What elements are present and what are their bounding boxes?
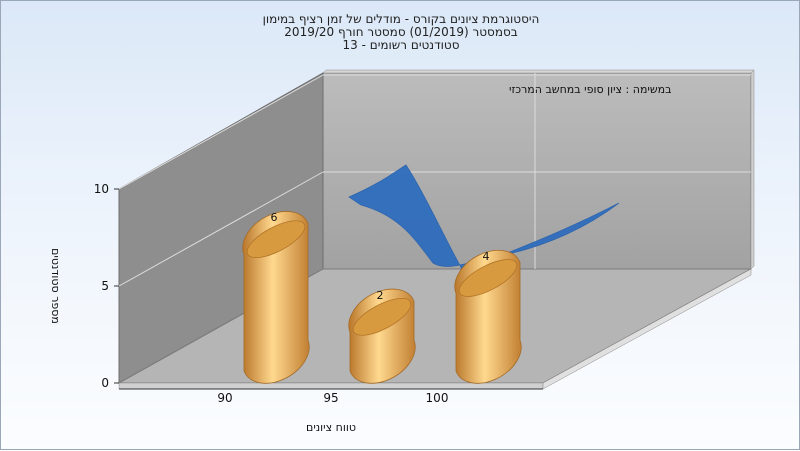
bar-data-label: 6 — [271, 211, 278, 224]
gridline-side — [118, 74, 324, 190]
y-tick-label: 5 — [101, 279, 109, 293]
chart-annotation: במשימה : ציון סופי במחשב המרכזי — [509, 83, 672, 96]
x-tick-label: 90 — [217, 391, 232, 405]
bar-top — [458, 259, 518, 297]
back-wall-top-edge — [322, 69, 755, 74]
trend-curve — [348, 164, 620, 272]
x-axis-ticks: 90 95 100 — [119, 388, 543, 405]
bar-90: 6 — [242, 211, 310, 384]
chart-title-line-2: בסמסטר (01/2019) סמסטר חורף 2019/20 — [284, 25, 518, 39]
floor-right-edge — [542, 268, 752, 390]
chart-title-line-3: סטודנטים רשומים - 13 — [342, 38, 460, 52]
x-axis-label: טווח ציונים — [306, 421, 356, 434]
bar-top — [246, 220, 306, 259]
y-tick-label: 10 — [94, 182, 109, 196]
back-wall — [322, 72, 752, 270]
back-wall-right-edge — [750, 69, 755, 270]
x-tick-label: 95 — [323, 391, 338, 405]
bar-100: 4 — [454, 249, 522, 384]
bar-95: 2 — [348, 288, 416, 384]
y-tick-label: 0 — [101, 376, 109, 390]
chart-title-line-1: היסטוגרמת ציונים בקורס - מודלים של זמן ר… — [262, 12, 540, 26]
bar-data-label: 2 — [377, 289, 384, 302]
gridline-side — [118, 171, 324, 287]
y-axis-ticks: 0 5 10 — [94, 182, 119, 390]
y-axis-label: מספר סטודנטים — [49, 248, 62, 324]
x-tick-label: 100 — [426, 391, 449, 405]
bar-data-label: 4 — [483, 250, 490, 263]
floor-front-edge — [118, 382, 544, 390]
bar-series: 6 2 4 — [242, 211, 522, 384]
grid-lines — [118, 73, 751, 287]
bar-top — [352, 297, 412, 336]
